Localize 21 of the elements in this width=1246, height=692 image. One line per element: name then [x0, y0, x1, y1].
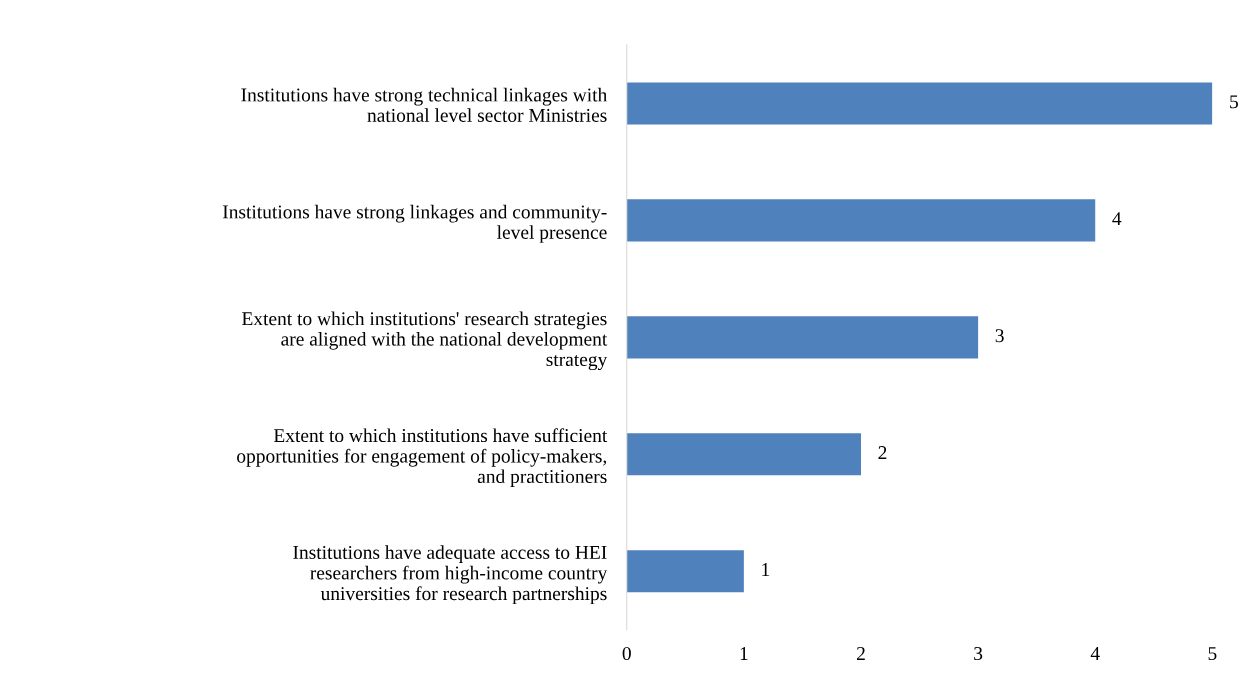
x-tick-label: 4: [1090, 647, 1100, 660]
bar: [626, 316, 979, 359]
x-tick-label: 1: [740, 647, 748, 660]
data-label: 2: [878, 446, 887, 459]
data-label: 4: [1112, 212, 1122, 226]
x-tick-label: 0: [622, 646, 631, 661]
data-label: 5: [1230, 95, 1238, 109]
y-tick-label: Extent to which institutions have sufficient opportunities for engagement of policy-makers, and practitioners: [237, 428, 608, 488]
bar: [626, 433, 861, 476]
x-tick-label: 2: [856, 647, 865, 660]
y-tick-label: Extent to which institutions' research strategies are aligned with the national development strategy: [242, 311, 608, 371]
x-tick-label: 5: [1208, 647, 1217, 661]
bar: [626, 82, 1213, 125]
x-tick-label: 3: [974, 647, 983, 661]
data-label: 3: [995, 329, 1004, 343]
y-tick-label: Institutions have adequate access to HEI researchers from high-income country universities for research partnerships: [293, 545, 608, 605]
data-label: 1: [762, 563, 770, 576]
y-tick-label: Institutions have strong linkages and community- level presence: [222, 204, 607, 243]
bar: [626, 550, 744, 593]
bar: [626, 199, 1096, 242]
y-tick-label: Institutions have strong technical linkages with national level sector Ministries: [241, 87, 608, 122]
